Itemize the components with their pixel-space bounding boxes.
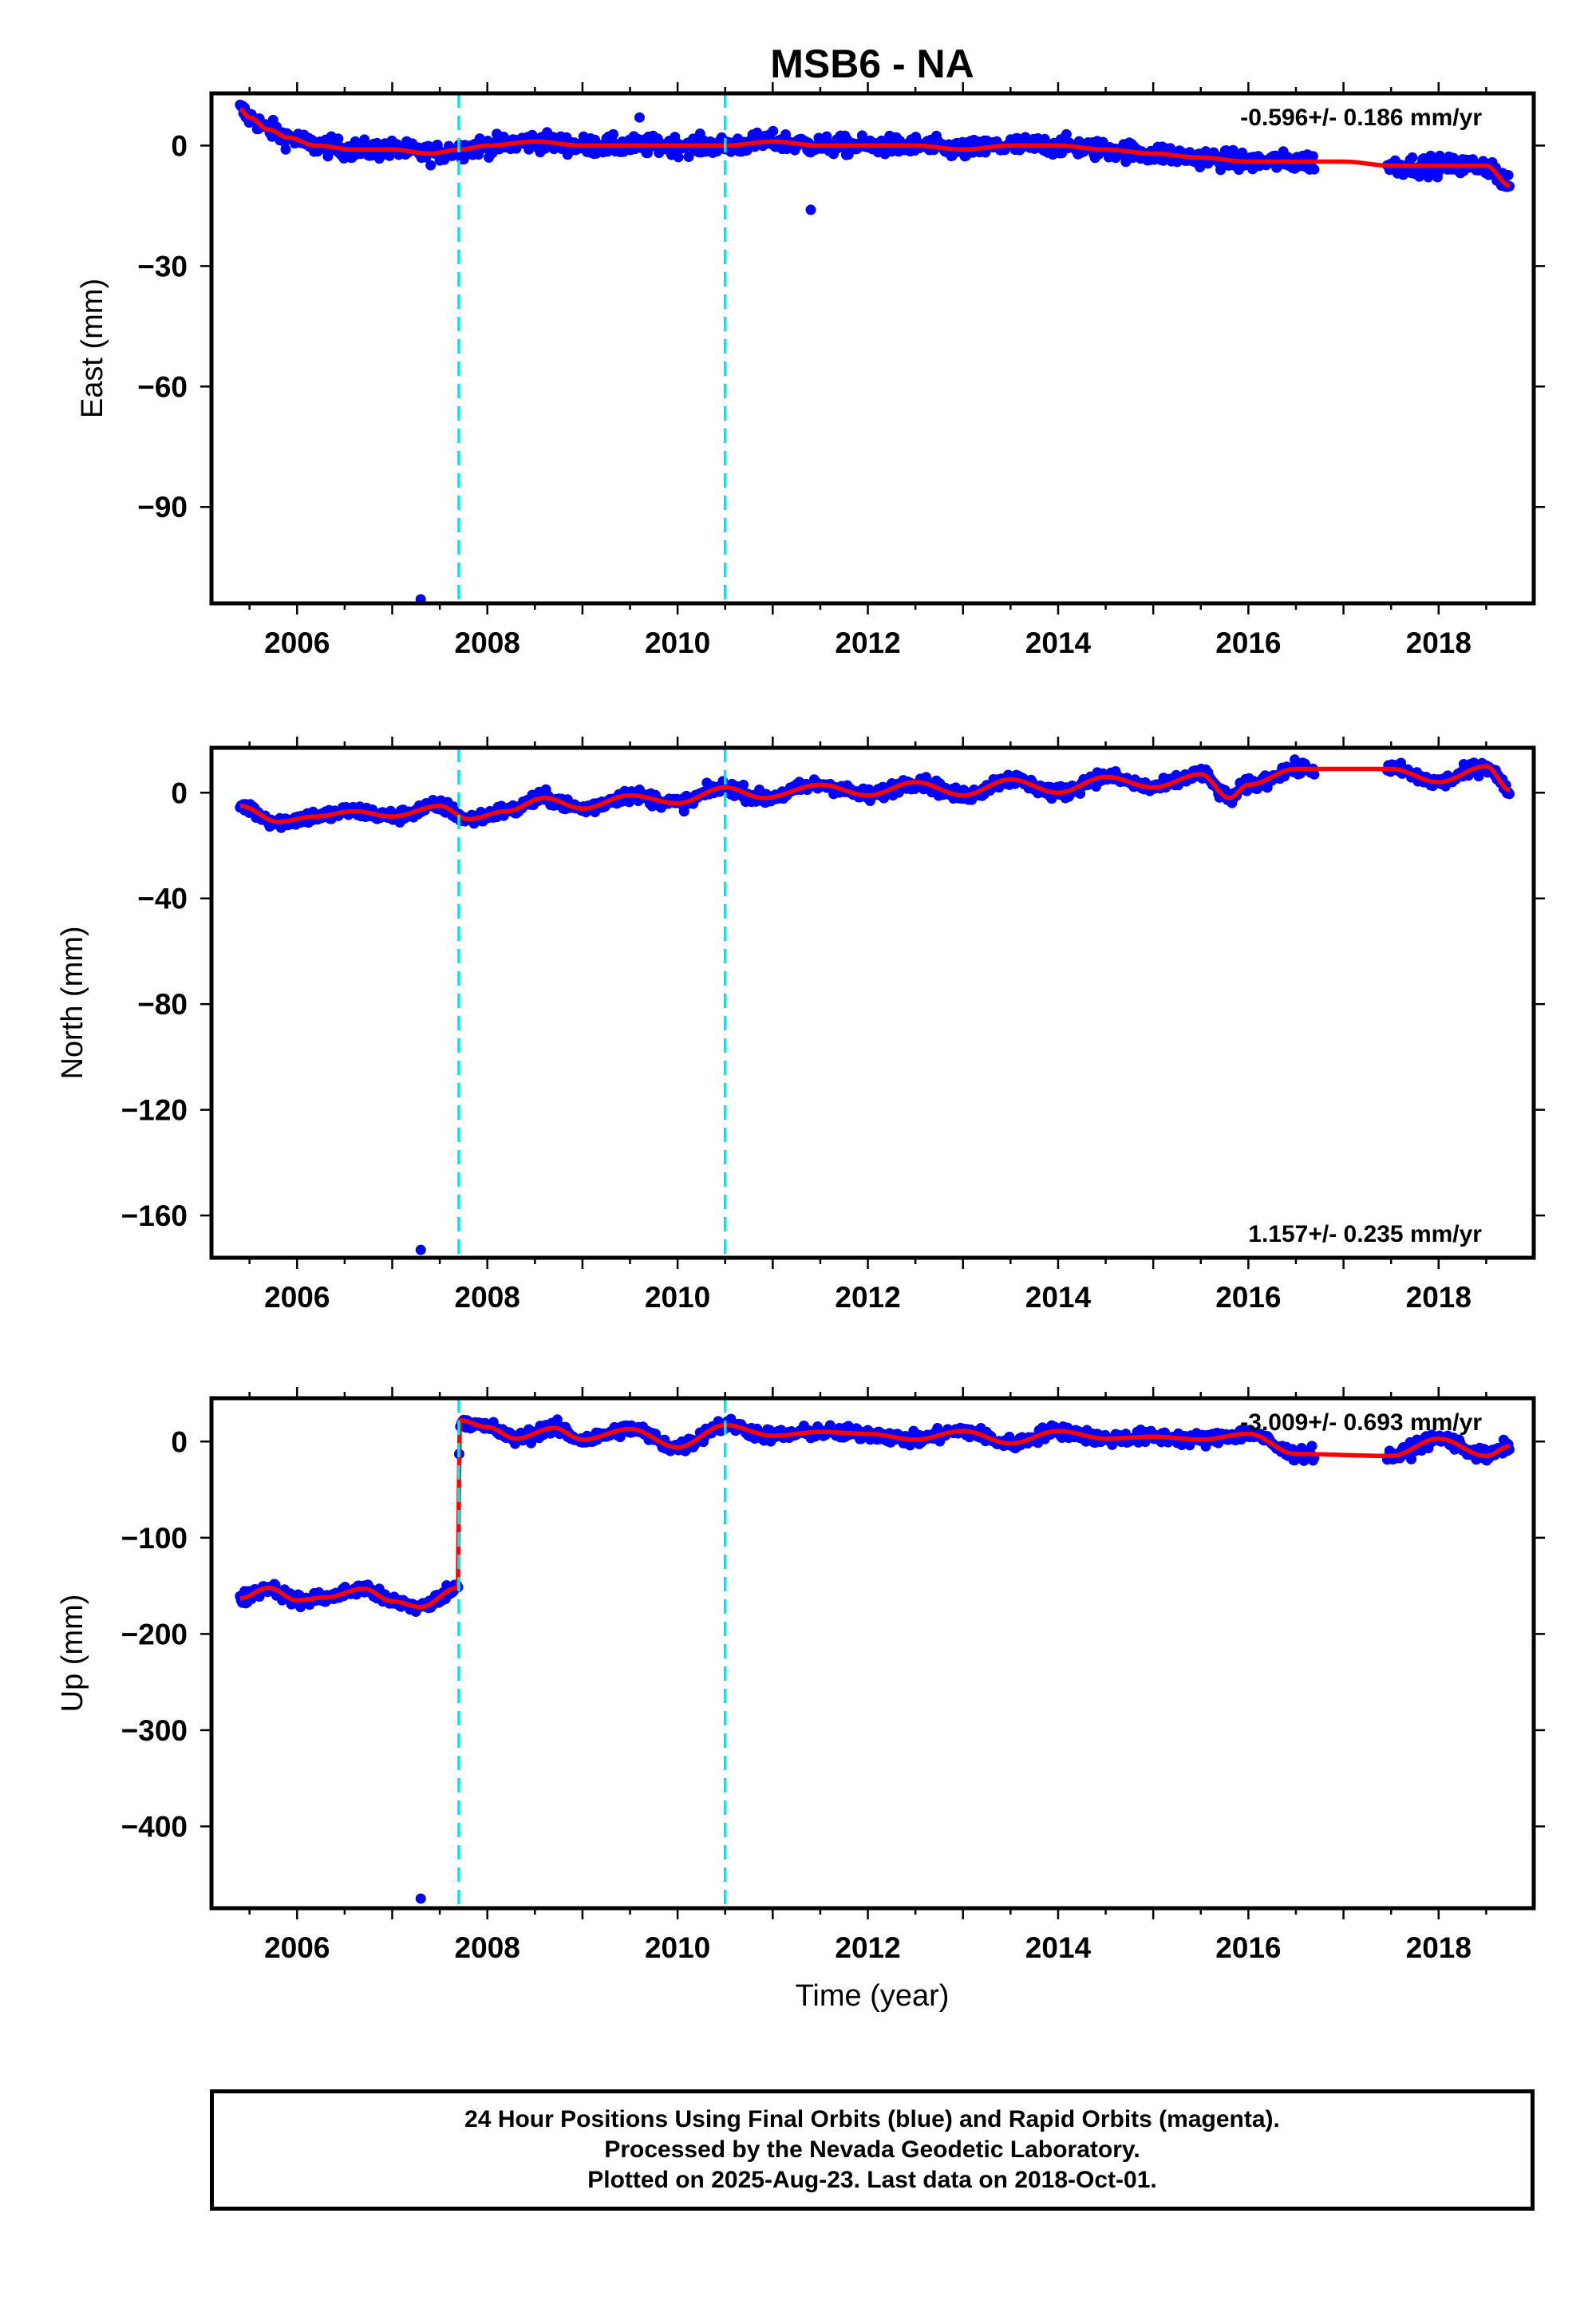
east-data-point <box>1503 170 1514 180</box>
up-rate-annotation: -3.009+/- 0.693 mm/yr <box>1240 1409 1482 1436</box>
east-rate-annotation: -0.596+/- 0.186 mm/yr <box>1240 105 1482 131</box>
north-x-tick-label: 2010 <box>645 1281 710 1314</box>
up-y-tick-label: −100 <box>121 1522 188 1555</box>
up-x-tick-label: 2016 <box>1215 1931 1281 1964</box>
east-model-line <box>239 107 1511 188</box>
east-y-tick-label: −60 <box>137 370 188 403</box>
x-axis-label: Time (year) <box>796 1979 950 2013</box>
north-x-tick-label: 2014 <box>1025 1281 1092 1314</box>
north-data-point <box>678 806 689 817</box>
north-rate-annotation: 1.157+/- 0.235 mm/yr <box>1248 1221 1482 1247</box>
east-plot-frame <box>209 91 1536 606</box>
up-x-tick-label: 2010 <box>645 1931 710 1964</box>
up-x-tick-label: 2014 <box>1025 1931 1092 1964</box>
north-panel: 2006 2008 2010 2012 2014 2016 2018 0 −40 −80 −120 −… <box>56 737 1545 1314</box>
east-x-tick-label: 2016 <box>1215 626 1281 659</box>
east-y-tick-label: −30 <box>137 250 188 283</box>
east-outlier-point <box>805 204 816 215</box>
up-x-tick-label: 2008 <box>455 1931 520 1964</box>
east-data-point <box>425 160 437 171</box>
east-data-point <box>1309 164 1320 175</box>
east-data-point <box>280 144 291 155</box>
east-x-tick-label: 2010 <box>645 626 710 659</box>
east-data-point <box>1407 152 1418 163</box>
figure-title: MSB6 - NA <box>770 41 974 86</box>
north-x-tick-label: 2012 <box>835 1281 900 1314</box>
east-y-tick-label: −90 <box>137 491 188 524</box>
north-y-tick-label: −80 <box>137 988 188 1021</box>
up-x-tick-label: 2018 <box>1406 1931 1472 1964</box>
north-y-axis-label: North (mm) <box>56 926 89 1079</box>
north-y-tick-label: −160 <box>121 1199 188 1232</box>
east-data-point <box>473 149 484 160</box>
up-x-tick-label: 2012 <box>835 1931 900 1964</box>
east-x-tick-label: 2012 <box>835 626 900 659</box>
up-y-axis-label: Up (mm) <box>56 1595 89 1713</box>
east-data-point <box>608 128 618 140</box>
up-plot-area <box>235 1413 1515 1904</box>
up-model-line <box>239 1417 1511 1610</box>
up-outlier-point <box>415 1893 426 1904</box>
east-data-point <box>673 152 684 163</box>
north-plot-frame <box>209 745 1536 1260</box>
east-data-point <box>333 133 344 144</box>
east-panel: 2006 2008 2010 2012 2014 2016 2018 0 −30 −60 −90 Ea… <box>76 82 1545 659</box>
up-y-tick-label: 0 <box>171 1425 188 1458</box>
north-model-line <box>239 764 1511 824</box>
east-x-tick-label: 2006 <box>264 626 330 659</box>
up-y-tick-label: −400 <box>121 1811 188 1844</box>
north-y-tick-label: −120 <box>121 1094 188 1127</box>
east-plot-area <box>235 99 1515 603</box>
north-y-tick-label: −40 <box>137 883 188 915</box>
east-data-point <box>768 125 779 136</box>
east-x-tick-label: 2018 <box>1406 626 1472 659</box>
north-x-tick-label: 2006 <box>264 1281 330 1314</box>
north-y-tick-label: 0 <box>171 777 188 809</box>
north-data-point <box>1075 788 1086 799</box>
up-data-point <box>1306 1441 1317 1452</box>
north-plot-area <box>235 754 1515 1255</box>
east-data-point <box>1307 151 1318 162</box>
east-y-axis-label: East (mm) <box>76 279 109 418</box>
caption-line-1: 24 Hour Positions Using Final Orbits (bl… <box>464 2106 1280 2132</box>
east-x-tick-label: 2014 <box>1025 626 1092 659</box>
east-data-point <box>1061 128 1072 140</box>
east-data-point <box>670 132 681 143</box>
north-data-point <box>738 780 749 790</box>
up-panel: 2006 2008 2010 2012 2014 2016 2018 0 −100 −200 −30… <box>56 1387 1545 1964</box>
north-x-tick-label: 2018 <box>1406 1281 1472 1314</box>
up-x-tick-label: 2006 <box>264 1931 330 1964</box>
caption-line-3: Plotted on 2025-Aug-23. Last data on 201… <box>587 2167 1157 2193</box>
caption-line-2: Processed by the Nevada Geodetic Laborat… <box>604 2136 1140 2163</box>
east-y-tick-label: 0 <box>171 129 188 162</box>
up-data-points <box>235 1413 1515 1617</box>
up-y-tick-label: −300 <box>121 1714 188 1747</box>
north-x-tick-label: 2008 <box>455 1281 520 1314</box>
east-x-tick-label: 2008 <box>455 626 520 659</box>
north-x-tick-label: 2016 <box>1215 1281 1281 1314</box>
up-y-tick-label: −200 <box>121 1618 188 1650</box>
caption-box: 24 Hour Positions Using Final Orbits (bl… <box>210 2089 1535 2211</box>
north-outlier-point <box>415 1244 426 1255</box>
east-outlier-point <box>634 112 645 123</box>
east-outlier-point <box>415 594 426 603</box>
up-plot-frame <box>209 1396 1536 1911</box>
